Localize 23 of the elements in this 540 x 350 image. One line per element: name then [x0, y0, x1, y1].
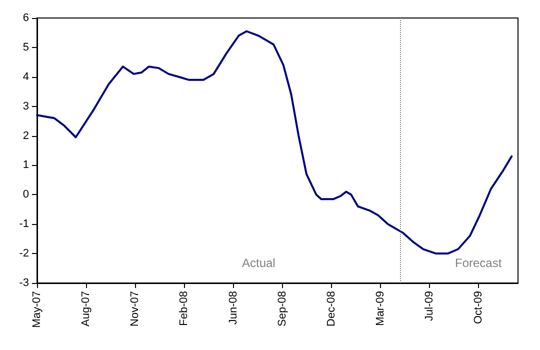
x-tick-label: Dec-08: [325, 291, 338, 326]
x-tick-label: Sep-08: [276, 291, 288, 326]
x-tick-label: Feb-08: [178, 291, 190, 326]
annotation: Forecast: [455, 256, 502, 270]
y-tick-label: 6: [22, 12, 29, 24]
y-tick-label: -3: [19, 277, 29, 289]
annotation: Actual: [242, 256, 276, 270]
x-tick-label: Oct-09: [472, 291, 485, 324]
x-tick-label: Jul-09: [424, 291, 436, 321]
y-tick-label: 2: [22, 130, 29, 142]
y-tick-label: 4: [22, 70, 29, 83]
x-tick-label: Mar-09: [374, 291, 387, 326]
y-tick-label: 5: [22, 41, 29, 54]
y-tick-label: 0: [22, 188, 29, 201]
y-tick-label: -1: [19, 218, 29, 230]
y-tick-label: 1: [22, 159, 29, 172]
x-tick-label: Jun-08: [227, 291, 240, 325]
line-series: [36, 30, 513, 255]
y-tick-label: -2: [19, 248, 29, 260]
x-tick-label: Aug-07: [80, 291, 92, 326]
x-tick-label: Nov-07: [129, 291, 142, 326]
x-tick-label: May-07: [31, 291, 43, 328]
y-tick-label: 3: [22, 100, 29, 112]
